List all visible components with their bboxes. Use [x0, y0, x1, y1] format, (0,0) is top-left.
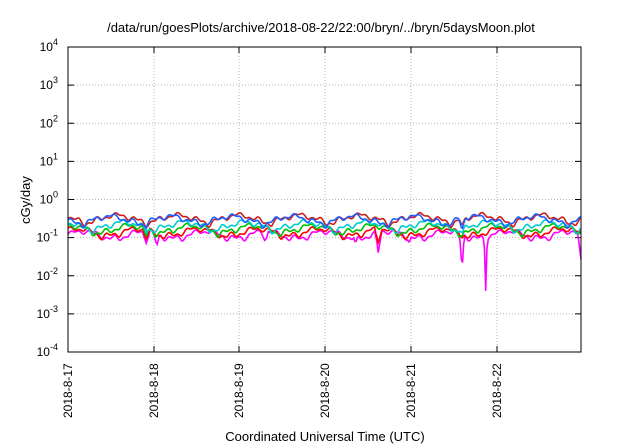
series-line — [67, 211, 582, 229]
y-tick-label: 10-2 — [37, 266, 58, 283]
grid-lines — [67, 46, 581, 353]
y-tick-label: 103 — [40, 75, 58, 92]
y-tick-label: 10-3 — [37, 304, 58, 321]
y-tick-labels: 10-4 10-3 10-2 10-1 100 101 102 103 104 — [37, 37, 58, 359]
plot-frame — [67, 46, 582, 353]
x-tick-label: 2018-8-20 — [318, 363, 332, 418]
y-axis-label: cGy/day — [18, 176, 33, 224]
x-tick-labels: 2018-8-17 2018-8-18 2018-8-19 2018-8-20 2018… — [61, 363, 504, 418]
x-tick-label: 2018-8-18 — [147, 363, 161, 418]
y-tick-label: 102 — [40, 113, 58, 130]
chart-title: /data/run/goesPlots/archive/2018-08-22/2… — [107, 20, 535, 35]
series-line — [67, 212, 582, 231]
series-line — [67, 218, 582, 236]
y-tick-label: 100 — [40, 190, 58, 207]
y-tick-label: 101 — [40, 151, 58, 168]
y-tick-label: 10-4 — [37, 342, 58, 359]
x-tick-label: 2018-8-21 — [404, 363, 418, 418]
x-axis-label: Coordinated Universal Time (UTC) — [225, 429, 424, 444]
y-tick-label: 10-1 — [37, 228, 58, 245]
plot-series — [67, 211, 582, 291]
x-tick-label: 2018-8-22 — [490, 363, 504, 418]
y-tick-label: 104 — [40, 37, 58, 54]
x-tick-label: 2018-8-17 — [61, 363, 75, 418]
x-tick-label: 2018-8-19 — [232, 363, 246, 418]
